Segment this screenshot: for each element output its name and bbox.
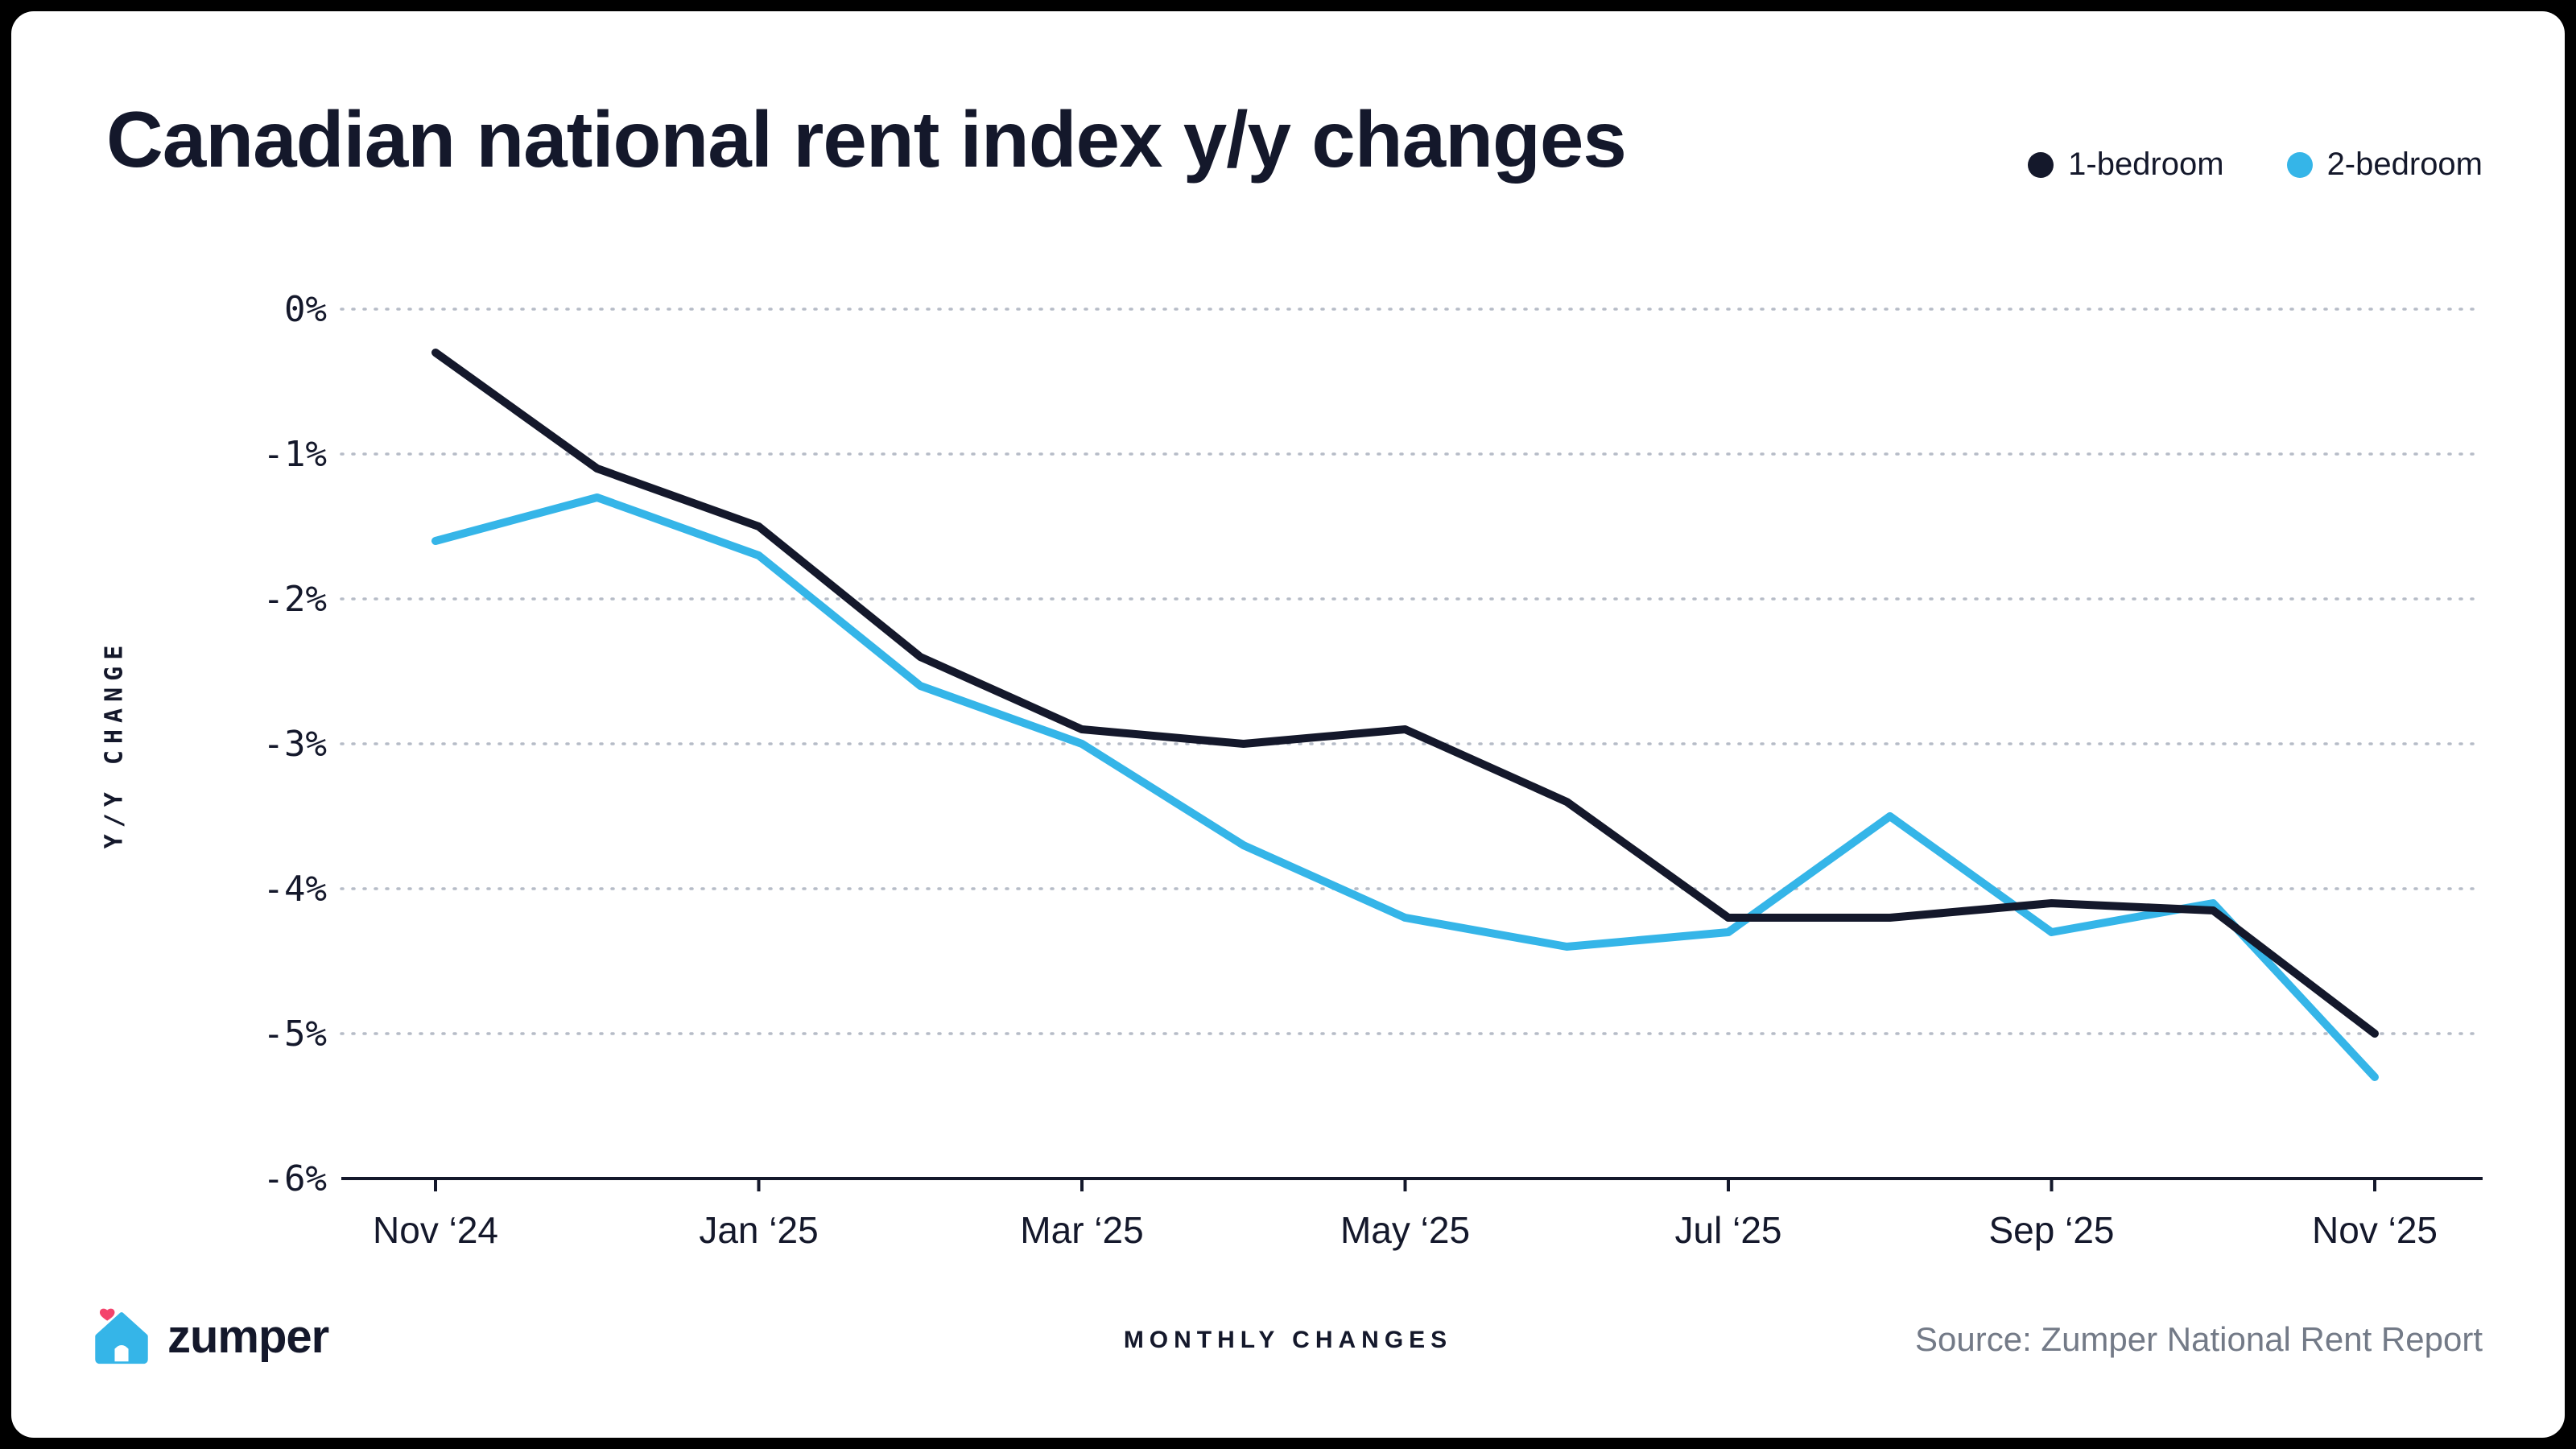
legend-item-1bedroom: 1-bedroom [2028, 147, 2224, 183]
svg-text:-2%: -2% [263, 579, 327, 620]
svg-text:Nov ‘24: Nov ‘24 [373, 1209, 498, 1251]
legend-label-1bedroom: 1-bedroom [2068, 147, 2224, 182]
svg-text:-6%: -6% [263, 1158, 327, 1199]
svg-text:-4%: -4% [263, 869, 327, 910]
chart-title: Canadian national rent index y/y changes [106, 95, 1627, 184]
legend: 1-bedroom 2-bedroom [2028, 147, 2483, 183]
legend-item-2bedroom: 2-bedroom [2286, 147, 2483, 183]
source-attribution: Source: Zumper National Rent Report [1915, 1320, 2483, 1358]
legend-label-2bedroom: 2-bedroom [2326, 147, 2483, 182]
zumper-house-icon [95, 1308, 148, 1364]
svg-text:Mar ‘25: Mar ‘25 [1020, 1209, 1143, 1251]
svg-text:Nov ‘25: Nov ‘25 [2312, 1209, 2438, 1251]
line-chart: 0% -1% -2% -3% -4% -5% -6% Nov ‘24 Jan ‘25 Mar ‘2… [263, 289, 2484, 1251]
svg-text:Jul ‘25: Jul ‘25 [1675, 1209, 1782, 1251]
x-axis-title: MONTHLY CHANGES [1123, 1327, 1453, 1353]
svg-text:0%: 0% [284, 289, 327, 330]
svg-text:Jan ‘25: Jan ‘25 [699, 1209, 818, 1251]
zumper-logo: zumper [92, 1299, 329, 1373]
svg-text:-1%: -1% [263, 434, 327, 475]
brand-name: zumper [167, 1310, 329, 1363]
legend-dot-1bedroom-icon [2028, 151, 2054, 178]
svg-text:-5%: -5% [263, 1013, 327, 1055]
svg-text:May ‘25: May ‘25 [1340, 1209, 1470, 1251]
svg-text:Sep ‘25: Sep ‘25 [1988, 1209, 2114, 1251]
chart-card: Canadian national rent index y/y changes… [11, 11, 2565, 1438]
legend-dot-2bedroom-icon [2286, 151, 2313, 178]
svg-text:-3%: -3% [263, 724, 327, 765]
